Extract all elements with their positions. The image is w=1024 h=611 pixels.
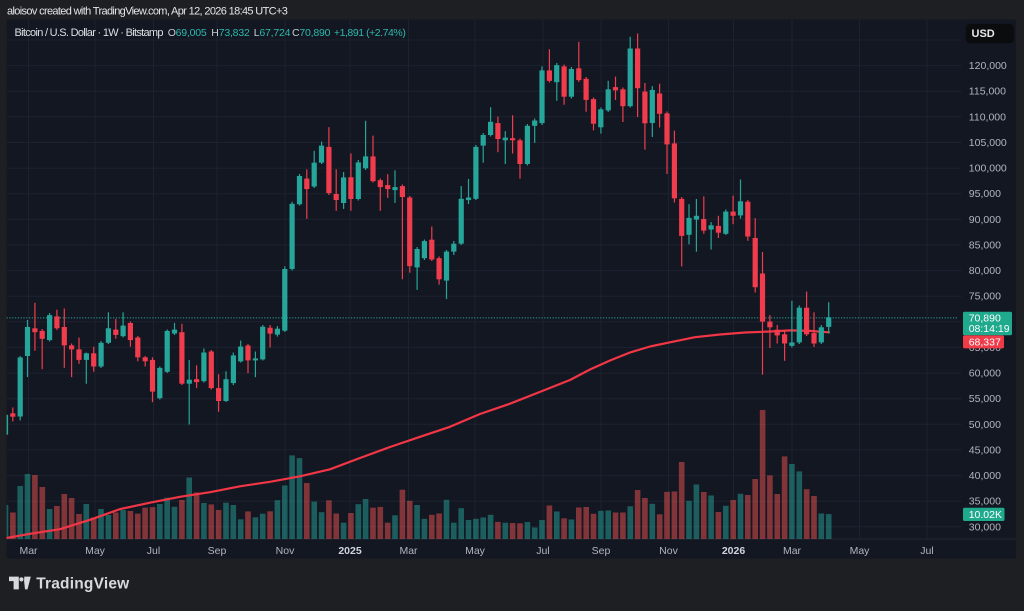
svg-text:O69,005: O69,005 <box>168 27 207 39</box>
svg-text:68,337: 68,337 <box>969 336 1001 348</box>
svg-text:40,000: 40,000 <box>969 470 1001 482</box>
svg-text:Mar: Mar <box>399 545 418 557</box>
svg-text:Mar: Mar <box>783 545 802 557</box>
svg-text:TradingView: TradingView <box>36 576 130 593</box>
svg-text:+1,891 (+2.74%): +1,891 (+2.74%) <box>334 27 405 39</box>
svg-text:H73,832: H73,832 <box>211 27 250 39</box>
svg-text:May: May <box>465 545 486 557</box>
svg-text:Nov: Nov <box>276 545 295 557</box>
svg-text:115,000: 115,000 <box>969 86 1006 98</box>
svg-text:Sep: Sep <box>208 545 227 557</box>
svg-text:30,000: 30,000 <box>969 521 1001 533</box>
svg-text:Jul: Jul <box>147 545 160 557</box>
svg-text:Nov: Nov <box>659 545 678 557</box>
svg-text:aloisov created with TradingVi: aloisov created with TradingView.com, Ap… <box>7 5 288 17</box>
svg-text:Mar: Mar <box>19 545 38 557</box>
svg-text:May: May <box>850 545 871 557</box>
svg-text:2025: 2025 <box>338 545 362 557</box>
svg-text:50,000: 50,000 <box>969 419 1001 431</box>
svg-text:10.02K: 10.02K <box>969 509 1002 521</box>
svg-text:100,000: 100,000 <box>969 163 1007 175</box>
svg-text:08:14:19: 08:14:19 <box>969 323 1010 335</box>
svg-text:70,890: 70,890 <box>969 312 1001 324</box>
svg-text:120,000: 120,000 <box>969 60 1007 72</box>
svg-text:Sep: Sep <box>592 545 611 557</box>
svg-text:L67,724: L67,724 <box>254 27 291 39</box>
svg-text:85,000: 85,000 <box>969 240 1001 252</box>
svg-text:90,000: 90,000 <box>969 214 1001 226</box>
svg-text:Bitcoin / U.S. Dollar · 1W · B: Bitcoin / U.S. Dollar · 1W · Bitstamp <box>15 27 164 39</box>
svg-text:35,000: 35,000 <box>969 496 1001 508</box>
svg-text:95,000: 95,000 <box>969 188 1001 200</box>
svg-text:110,000: 110,000 <box>969 111 1006 123</box>
svg-text:Jul: Jul <box>536 545 549 557</box>
svg-text:55,000: 55,000 <box>969 393 1001 405</box>
svg-text:80,000: 80,000 <box>969 265 1001 277</box>
svg-text:May: May <box>85 545 106 557</box>
svg-text:60,000: 60,000 <box>969 368 1001 380</box>
svg-text:USD: USD <box>972 28 995 40</box>
svg-text:Jul: Jul <box>920 545 933 557</box>
svg-text:75,000: 75,000 <box>969 291 1001 303</box>
svg-text:45,000: 45,000 <box>969 444 1001 456</box>
svg-text:105,000: 105,000 <box>969 137 1007 149</box>
svg-text:2026: 2026 <box>722 545 746 557</box>
svg-text:C70,890: C70,890 <box>292 27 331 39</box>
